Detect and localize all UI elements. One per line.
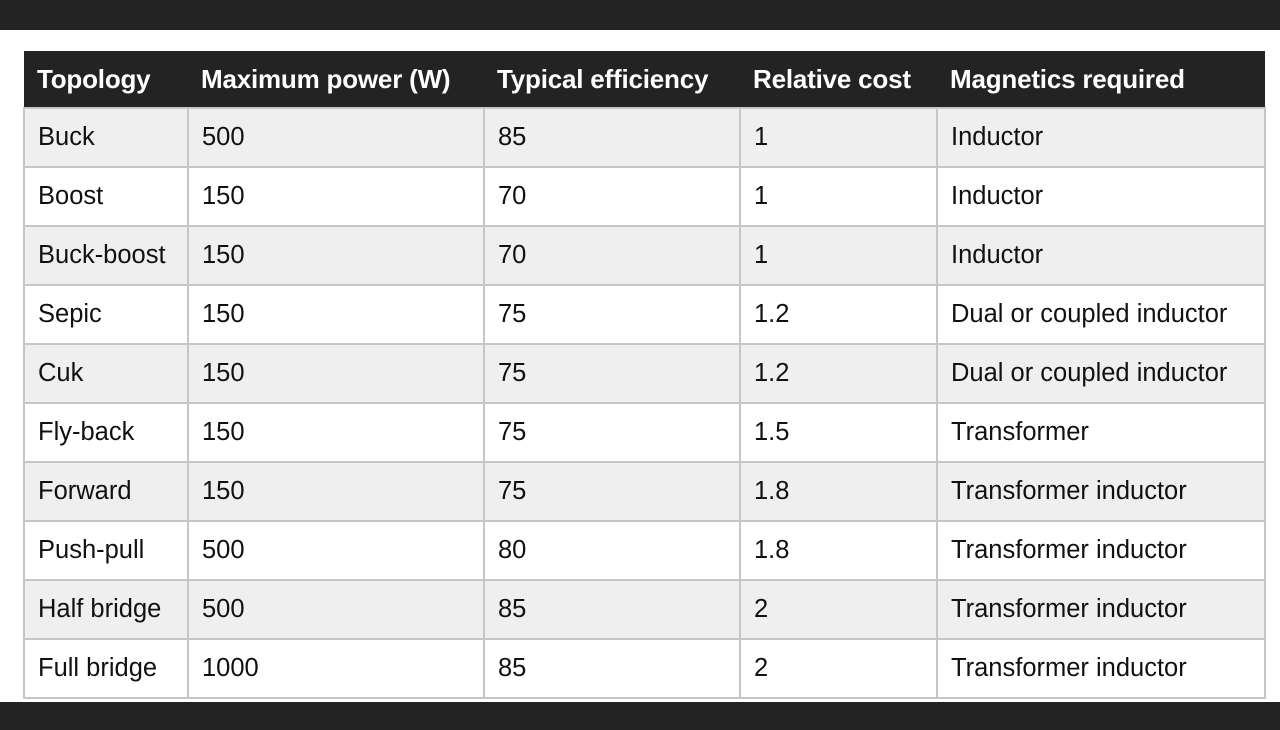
cell-typical-efficiency: 75 bbox=[483, 461, 741, 522]
cell-topology: Cuk bbox=[23, 343, 189, 404]
cell-relative-cost: 1.5 bbox=[739, 402, 938, 463]
cell-magnetics-required: Transformer bbox=[936, 402, 1266, 463]
cell-relative-cost: 1.2 bbox=[739, 343, 938, 404]
cell-magnetics-required: Transformer inductor bbox=[936, 638, 1266, 699]
cell-maximum-power: 150 bbox=[187, 284, 485, 345]
table-row: Forward 150 75 1.8 Transformer inductor bbox=[23, 461, 1266, 522]
cell-relative-cost: 1 bbox=[739, 166, 938, 227]
cell-topology: Buck-boost bbox=[23, 225, 189, 286]
cell-maximum-power: 150 bbox=[187, 225, 485, 286]
cell-topology: Fly-back bbox=[23, 402, 189, 463]
cell-typical-efficiency: 85 bbox=[483, 638, 741, 699]
topology-comparison-table: Topology Maximum power (W) Typical effic… bbox=[23, 51, 1266, 699]
cell-magnetics-required: Inductor bbox=[936, 225, 1266, 286]
cell-maximum-power: 1000 bbox=[187, 638, 485, 699]
cell-topology: Half bridge bbox=[23, 579, 189, 640]
cell-topology: Buck bbox=[23, 107, 189, 168]
table-row: Buck 500 85 1 Inductor bbox=[23, 107, 1266, 168]
cell-maximum-power: 500 bbox=[187, 520, 485, 581]
cell-maximum-power: 150 bbox=[187, 461, 485, 522]
cell-relative-cost: 2 bbox=[739, 638, 938, 699]
cell-maximum-power: 150 bbox=[187, 402, 485, 463]
header-magnetics-required: Magnetics required bbox=[937, 51, 1265, 108]
cell-magnetics-required: Transformer inductor bbox=[936, 579, 1266, 640]
cell-topology: Push-pull bbox=[23, 520, 189, 581]
table-row: Full bridge 1000 85 2 Transformer induct… bbox=[23, 638, 1266, 699]
cell-maximum-power: 500 bbox=[187, 579, 485, 640]
header-relative-cost: Relative cost bbox=[740, 51, 937, 108]
cell-maximum-power: 150 bbox=[187, 343, 485, 404]
header-typical-efficiency: Typical efficiency bbox=[484, 51, 740, 108]
cell-typical-efficiency: 85 bbox=[483, 107, 741, 168]
cell-typical-efficiency: 75 bbox=[483, 284, 741, 345]
cell-topology: Boost bbox=[23, 166, 189, 227]
table-row: Cuk 150 75 1.2 Dual or coupled inductor bbox=[23, 343, 1266, 404]
cell-maximum-power: 150 bbox=[187, 166, 485, 227]
header-maximum-power: Maximum power (W) bbox=[188, 51, 484, 108]
cell-typical-efficiency: 70 bbox=[483, 225, 741, 286]
cell-magnetics-required: Transformer inductor bbox=[936, 520, 1266, 581]
cell-magnetics-required: Inductor bbox=[936, 166, 1266, 227]
table-row: Fly-back 150 75 1.5 Transformer bbox=[23, 402, 1266, 463]
cell-topology: Full bridge bbox=[23, 638, 189, 699]
cell-relative-cost: 1.8 bbox=[739, 520, 938, 581]
cell-typical-efficiency: 80 bbox=[483, 520, 741, 581]
table-header-row: Topology Maximum power (W) Typical effic… bbox=[24, 51, 1265, 108]
cell-typical-efficiency: 70 bbox=[483, 166, 741, 227]
cell-relative-cost: 1 bbox=[739, 107, 938, 168]
table-row: Buck-boost 150 70 1 Inductor bbox=[23, 225, 1266, 286]
cell-magnetics-required: Dual or coupled inductor bbox=[936, 284, 1266, 345]
cell-topology: Forward bbox=[23, 461, 189, 522]
table-row: Push-pull 500 80 1.8 Transformer inducto… bbox=[23, 520, 1266, 581]
table-row: Boost 150 70 1 Inductor bbox=[23, 166, 1266, 227]
header-topology: Topology bbox=[24, 51, 188, 108]
table-row: Half bridge 500 85 2 Transformer inducto… bbox=[23, 579, 1266, 640]
cell-relative-cost: 2 bbox=[739, 579, 938, 640]
bottom-frame-bar bbox=[0, 702, 1280, 730]
table-row: Sepic 150 75 1.2 Dual or coupled inducto… bbox=[23, 284, 1266, 345]
cell-relative-cost: 1 bbox=[739, 225, 938, 286]
top-frame-bar bbox=[0, 0, 1280, 30]
cell-magnetics-required: Transformer inductor bbox=[936, 461, 1266, 522]
cell-magnetics-required: Dual or coupled inductor bbox=[936, 343, 1266, 404]
cell-relative-cost: 1.2 bbox=[739, 284, 938, 345]
cell-magnetics-required: Inductor bbox=[936, 107, 1266, 168]
cell-typical-efficiency: 75 bbox=[483, 343, 741, 404]
cell-relative-cost: 1.8 bbox=[739, 461, 938, 522]
cell-typical-efficiency: 85 bbox=[483, 579, 741, 640]
cell-maximum-power: 500 bbox=[187, 107, 485, 168]
cell-typical-efficiency: 75 bbox=[483, 402, 741, 463]
topology-table-container: Topology Maximum power (W) Typical effic… bbox=[23, 51, 1266, 699]
cell-topology: Sepic bbox=[23, 284, 189, 345]
